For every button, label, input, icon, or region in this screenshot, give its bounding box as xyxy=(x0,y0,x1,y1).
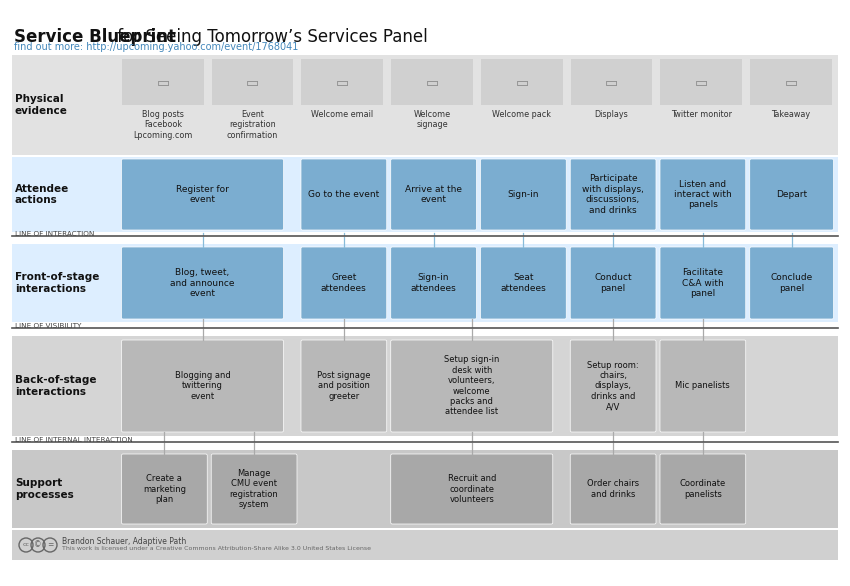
Text: find out more: http://upcoming.yahoo.com/event/1768041: find out more: http://upcoming.yahoo.com… xyxy=(14,42,298,52)
Text: Service Blueprint: Service Blueprint xyxy=(14,28,176,46)
Bar xyxy=(122,59,204,105)
Text: Manage
CMU event
registration
system: Manage CMU event registration system xyxy=(230,469,279,509)
Text: Front-of-stage
interactions: Front-of-stage interactions xyxy=(15,272,99,294)
Text: Create a
marketing
plan: Create a marketing plan xyxy=(143,474,186,504)
Text: Takeaway: Takeaway xyxy=(772,110,811,119)
FancyBboxPatch shape xyxy=(122,247,284,319)
Text: Arrive at the
event: Arrive at the event xyxy=(405,185,462,204)
Text: ▭: ▭ xyxy=(426,75,439,89)
Text: Blogging and
twittering
event: Blogging and twittering event xyxy=(174,371,230,401)
Text: Coordinate
panelists: Coordinate panelists xyxy=(680,479,726,499)
FancyBboxPatch shape xyxy=(301,340,387,432)
Bar xyxy=(12,244,838,322)
Bar xyxy=(212,59,293,105)
Text: Brandon Schauer, Adaptive Path: Brandon Schauer, Adaptive Path xyxy=(62,537,186,546)
Text: ▭: ▭ xyxy=(694,75,708,89)
Text: Listen and
interact with
panels: Listen and interact with panels xyxy=(674,179,732,209)
Text: This work is licensed under a Creative Commons Attribution-Share Alike 3.0 Unite: This work is licensed under a Creative C… xyxy=(62,547,371,551)
Bar xyxy=(12,336,838,436)
Text: Attendee
actions: Attendee actions xyxy=(15,183,69,205)
Text: Setup room:
chairs,
displays,
drinks and
A/V: Setup room: chairs, displays, drinks and… xyxy=(587,361,639,411)
Bar xyxy=(12,530,838,560)
Text: Register for
event: Register for event xyxy=(176,185,229,204)
Text: Conclude
panel: Conclude panel xyxy=(770,273,813,292)
FancyBboxPatch shape xyxy=(122,340,284,432)
Text: ▭: ▭ xyxy=(246,75,259,89)
FancyBboxPatch shape xyxy=(570,247,656,319)
FancyBboxPatch shape xyxy=(391,340,552,432)
Text: ©: © xyxy=(34,540,42,550)
Text: Depart: Depart xyxy=(776,190,808,199)
Text: =: = xyxy=(47,540,54,550)
FancyBboxPatch shape xyxy=(570,159,656,230)
Text: Facilitate
C&A with
panel: Facilitate C&A with panel xyxy=(682,268,723,298)
Text: ▭: ▭ xyxy=(156,75,169,89)
Text: Post signage
and position
greeter: Post signage and position greeter xyxy=(317,371,371,401)
Text: Sign-in: Sign-in xyxy=(507,190,539,199)
Text: for Seeing Tomorrow’s Services Panel: for Seeing Tomorrow’s Services Panel xyxy=(112,28,428,46)
Text: Blog posts
Facebook
Lpcoming.com: Blog posts Facebook Lpcoming.com xyxy=(133,110,193,140)
FancyBboxPatch shape xyxy=(660,340,745,432)
Bar xyxy=(302,59,383,105)
FancyBboxPatch shape xyxy=(122,454,207,524)
Text: Welcome pack: Welcome pack xyxy=(492,110,552,119)
Text: Seat
attendees: Seat attendees xyxy=(501,273,547,292)
FancyBboxPatch shape xyxy=(480,159,566,230)
Text: ▭: ▭ xyxy=(605,75,618,89)
Bar xyxy=(12,55,838,155)
Text: Displays: Displays xyxy=(595,110,628,119)
FancyBboxPatch shape xyxy=(750,159,834,230)
FancyBboxPatch shape xyxy=(660,454,745,524)
Text: LINE OF VISIBILITY: LINE OF VISIBILITY xyxy=(15,323,82,329)
Text: Welcome email: Welcome email xyxy=(311,110,373,119)
Text: Twitter monitor: Twitter monitor xyxy=(671,110,732,119)
Text: Order chairs
and drinks: Order chairs and drinks xyxy=(587,479,639,499)
Text: Welcome
signage: Welcome signage xyxy=(414,110,450,130)
FancyBboxPatch shape xyxy=(660,159,745,230)
FancyBboxPatch shape xyxy=(301,247,387,319)
Text: ▭: ▭ xyxy=(785,75,797,89)
Text: LINE OF INTERACTION: LINE OF INTERACTION xyxy=(15,231,94,237)
Text: Back-of-stage
interactions: Back-of-stage interactions xyxy=(15,375,97,397)
Text: LINE OF INTERNAL INTERACTION: LINE OF INTERNAL INTERACTION xyxy=(15,437,133,443)
Text: Mic panelists: Mic panelists xyxy=(676,381,730,390)
FancyBboxPatch shape xyxy=(391,454,552,524)
FancyBboxPatch shape xyxy=(301,159,387,230)
Text: Recruit and
coordinate
volunteers: Recruit and coordinate volunteers xyxy=(448,474,496,504)
Text: Greet
attendees: Greet attendees xyxy=(321,273,366,292)
FancyBboxPatch shape xyxy=(391,159,477,230)
FancyBboxPatch shape xyxy=(122,159,284,230)
Bar xyxy=(391,59,473,105)
Text: Conduct
panel: Conduct panel xyxy=(594,273,632,292)
FancyBboxPatch shape xyxy=(212,454,297,524)
FancyBboxPatch shape xyxy=(570,340,656,432)
Text: Go to the event: Go to the event xyxy=(309,190,379,199)
Bar xyxy=(12,450,838,528)
Text: Setup sign-in
desk with
volunteers,
welcome
packs and
attendee list: Setup sign-in desk with volunteers, welc… xyxy=(444,356,500,417)
Bar xyxy=(12,157,838,232)
FancyBboxPatch shape xyxy=(570,454,656,524)
Text: cc: cc xyxy=(22,543,30,547)
FancyBboxPatch shape xyxy=(480,247,566,319)
Text: Participate
with displays,
discussions,
and drinks: Participate with displays, discussions, … xyxy=(582,175,644,214)
Text: Physical
evidence: Physical evidence xyxy=(15,94,68,116)
Bar xyxy=(751,59,832,105)
Bar xyxy=(481,59,563,105)
Text: Support
processes: Support processes xyxy=(15,478,74,500)
Text: ▭: ▭ xyxy=(336,75,349,89)
Text: Event
registration
confirmation: Event registration confirmation xyxy=(227,110,278,140)
Bar xyxy=(660,59,742,105)
Text: Blog, tweet,
and announce
event: Blog, tweet, and announce event xyxy=(170,268,235,298)
Text: ▭: ▭ xyxy=(515,75,529,89)
FancyBboxPatch shape xyxy=(750,247,834,319)
FancyBboxPatch shape xyxy=(660,247,745,319)
FancyBboxPatch shape xyxy=(391,247,477,319)
Bar xyxy=(570,59,653,105)
Text: Sign-in
attendees: Sign-in attendees xyxy=(411,273,456,292)
